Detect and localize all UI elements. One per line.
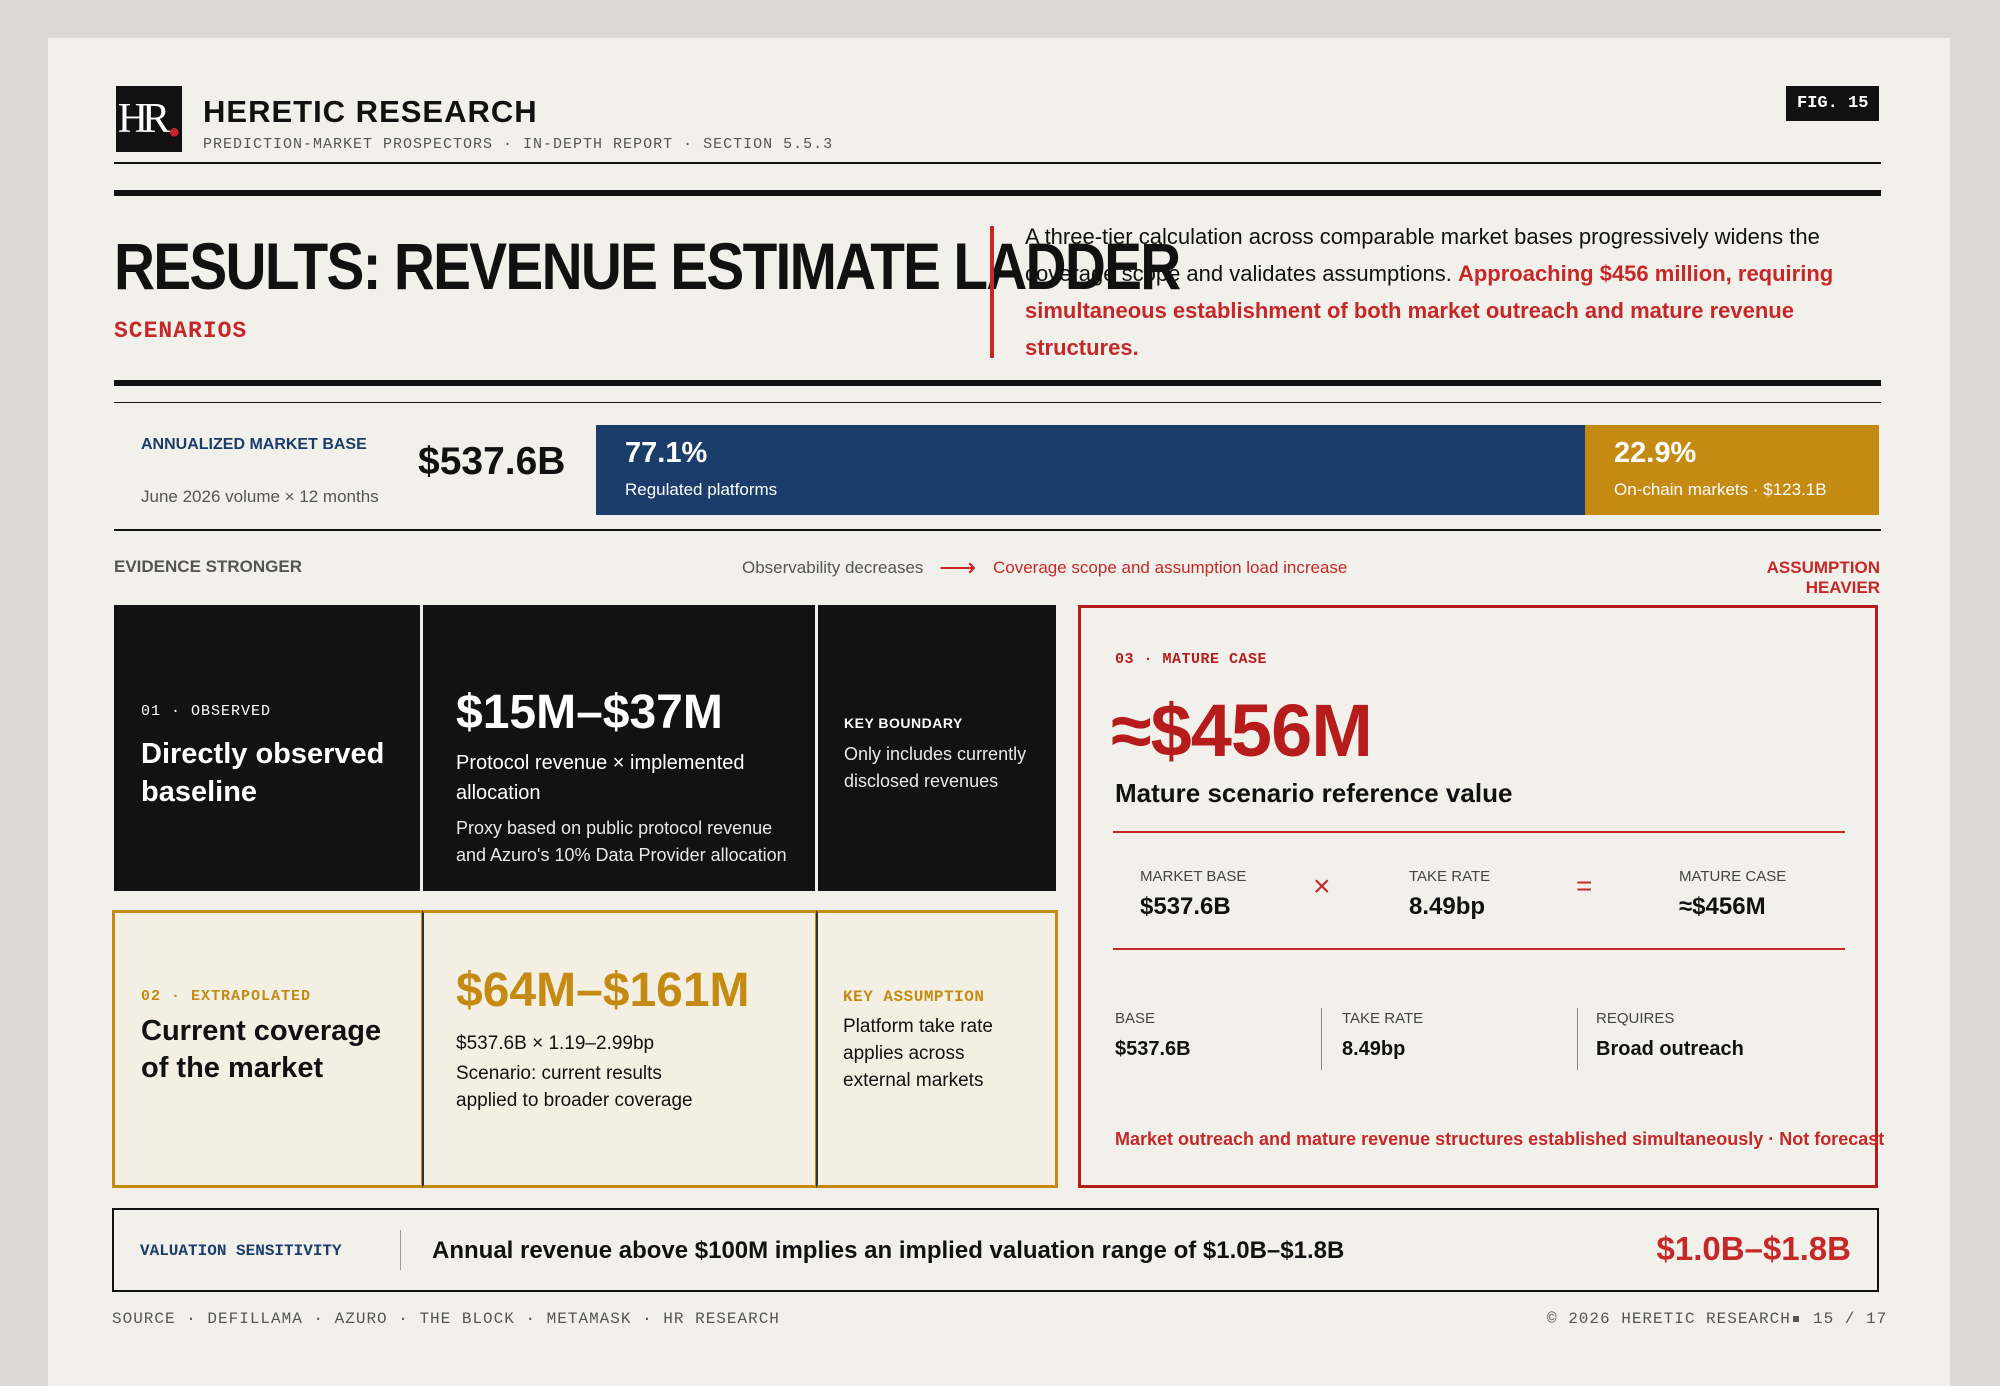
valuation-sensitivity-box: VALUATION SENSITIVITY Annual revenue abo… bbox=[112, 1208, 1879, 1292]
tier1-title: Directly observed baseline bbox=[141, 738, 385, 808]
tier1-side-tag: KEY BOUNDARY bbox=[844, 715, 963, 731]
fact-separator bbox=[1577, 1008, 1578, 1070]
multiply-icon: × bbox=[1313, 870, 1331, 903]
evidence-stronger-label: EVIDENCE STRONGER bbox=[114, 557, 302, 576]
tier1-formula: Protocol revenue × implemented allocatio… bbox=[456, 752, 745, 804]
footer-source: SOURCE · DEFILLAMA · AZURO · THE BLOCK ·… bbox=[112, 1310, 780, 1328]
fact-take-rate-label: TAKE RATE bbox=[1342, 1010, 1424, 1027]
section-label: SCENARIOS bbox=[114, 318, 248, 344]
report-subtitle: PREDICTION-MARKET PROSPECTORS · IN-DEPTH… bbox=[203, 136, 834, 153]
tier2-title: Current coverage of the market bbox=[141, 1015, 382, 1084]
market-top-line bbox=[114, 402, 1881, 403]
tier1-side-cell: KEY BOUNDARY Only includes currently dis… bbox=[818, 605, 1056, 891]
tier2-value-cell: $64M–$161M $537.6B × 1.19–2.99bp Scenari… bbox=[422, 910, 816, 1188]
tier3-divider-bottom bbox=[1113, 948, 1845, 950]
sensitivity-separator bbox=[400, 1230, 401, 1270]
market-share-onchain: 22.9% On-chain markets · $123.1B bbox=[1585, 425, 1879, 515]
eq-market-base-value: $537.6B bbox=[1140, 893, 1231, 920]
eq-mature-case-label: MATURE CASE bbox=[1679, 868, 1787, 885]
equals-icon: = bbox=[1576, 870, 1593, 901]
tier1-label-cell: 01 · OBSERVED Directly observed baseline bbox=[114, 605, 420, 891]
tier3-tag: 03 · MATURE CASE bbox=[1115, 651, 1268, 668]
tier2-side-cell: KEY ASSUMPTION Platform take rate applie… bbox=[816, 910, 1058, 1188]
tier2-side-tag: KEY ASSUMPTION bbox=[843, 988, 985, 1006]
eq-market-base-label: MARKET BASE bbox=[1140, 868, 1247, 885]
page-number: 15 / 17 bbox=[1813, 1310, 1888, 1328]
market-bottom-line bbox=[114, 529, 1881, 531]
market-base-total: $537.6B bbox=[418, 440, 566, 483]
fact-take-rate-value: 8.49bp bbox=[1342, 1038, 1406, 1060]
tier3-note: Market outreach and mature revenue struc… bbox=[1115, 1129, 1885, 1149]
tier1-value: $15M–$37M bbox=[456, 686, 723, 739]
assumption-heavier-label: ASSUMPTION HEAVIER bbox=[1766, 558, 1880, 597]
tier3-caption: Mature scenario reference value bbox=[1115, 778, 1513, 808]
tier3-divider-top bbox=[1113, 831, 1845, 833]
tier1-note: Proxy based on public protocol revenue a… bbox=[456, 818, 787, 865]
fact-base-value: $537.6B bbox=[1115, 1038, 1191, 1060]
header-divider bbox=[114, 162, 1881, 164]
report-page: HR ● HERETIC RESEARCH PREDICTION-MARKET P… bbox=[48, 38, 1950, 1386]
market-base-label: ANNUALIZED MARKET BASE bbox=[141, 436, 367, 453]
fact-base-label: BASE bbox=[1115, 1010, 1156, 1027]
tier1-side-text: Only includes currently disclosed revenu… bbox=[844, 744, 1027, 791]
fact-requires-value: Broad outreach bbox=[1596, 1038, 1744, 1060]
tier3-card: 03 · MATURE CASE ≈$456M Mature scenario … bbox=[1078, 605, 1884, 1188]
title-bottom-rule bbox=[114, 380, 1881, 386]
figure-badge: FIG. 15 bbox=[1786, 86, 1880, 121]
tier2-value: $64M–$161M bbox=[456, 964, 750, 1017]
tier1-tag: 01 · OBSERVED bbox=[141, 703, 272, 720]
hr-logo: HR ● bbox=[116, 86, 182, 152]
eq-take-rate-value: 8.49bp bbox=[1409, 893, 1486, 920]
footer-copyright: © 2026 HERETIC RESEARCH bbox=[1547, 1310, 1791, 1328]
tier2-note: Scenario: current results applied to bro… bbox=[456, 1063, 693, 1111]
arrow-right-icon: ⟶ bbox=[939, 552, 977, 582]
market-base-note: June 2026 volume × 12 months bbox=[141, 487, 379, 506]
lead-paragraph: A three-tier calculation across comparab… bbox=[1025, 218, 1865, 366]
tier2-label-cell: 02 · EXTRAPOLATED Current coverage of th… bbox=[112, 910, 422, 1188]
footer-bullet-icon bbox=[1793, 1316, 1799, 1322]
market-share-regulated: 77.1% Regulated platforms bbox=[596, 425, 1585, 515]
fact-separator bbox=[1321, 1008, 1322, 1070]
page-title: RESULTS: REVENUE ESTIMATE LADDER bbox=[114, 229, 1181, 303]
sensitivity-label: VALUATION SENSITIVITY bbox=[140, 1242, 342, 1260]
sensitivity-value: $1.0B–$1.8B bbox=[1656, 1230, 1851, 1267]
fact-requires-label: REQUIRES bbox=[1596, 1010, 1675, 1027]
observability-label: Observability decreases bbox=[742, 558, 924, 577]
eq-mature-case-value: ≈$456M bbox=[1679, 893, 1766, 920]
tier3-value: ≈$456M bbox=[1111, 689, 1373, 772]
regulated-label: Regulated platforms bbox=[625, 480, 778, 499]
sensitivity-text: Annual revenue above $100M implies an im… bbox=[432, 1237, 1345, 1264]
onchain-label: On-chain markets · $123.1B bbox=[1614, 480, 1827, 499]
title-top-rule bbox=[114, 190, 1881, 196]
tier2-tag: 02 · EXTRAPOLATED bbox=[141, 988, 312, 1005]
lead-text: A three-tier calculation across comparab… bbox=[1025, 224, 1820, 286]
eq-take-rate-label: TAKE RATE bbox=[1409, 868, 1491, 885]
brand-name: HERETIC RESEARCH bbox=[203, 94, 538, 129]
tier1-value-cell: $15M–$37M Protocol revenue × implemented… bbox=[423, 605, 815, 891]
coverage-label: Coverage scope and assumption load incre… bbox=[993, 558, 1348, 577]
accent-bar bbox=[990, 226, 994, 358]
onchain-percent: 22.9% bbox=[1614, 437, 1697, 469]
regulated-percent: 77.1% bbox=[625, 437, 708, 469]
lead-highlight: Approaching $456 million, requiring simu… bbox=[1025, 261, 1834, 360]
tier2-formula: $537.6B × 1.19–2.99bp bbox=[456, 1033, 655, 1054]
tier2-side-text: Platform take rate applies across extern… bbox=[843, 1016, 993, 1091]
